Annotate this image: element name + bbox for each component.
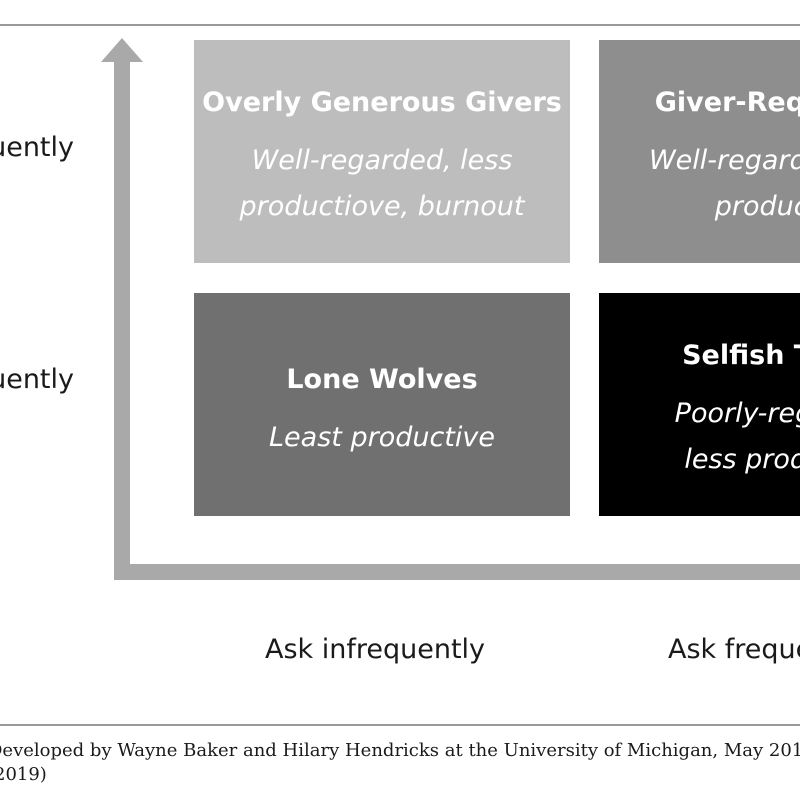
quadrant-description-line: productive	[714, 191, 800, 222]
x-axis-label-ask-frequently: Ask frequently	[668, 634, 800, 665]
quadrant-description-line: Least productive	[269, 422, 495, 453]
quadrant-description-line: Well-regarded, most	[648, 145, 800, 176]
x-axis-line	[114, 564, 800, 580]
x-axis-label-ask-infrequently: Ask infrequently	[265, 634, 486, 665]
quadrant-description-line: Well-regarded, less	[251, 145, 513, 176]
quadrant-title: Giver-Requesters	[654, 87, 800, 118]
quadrant-title: Lone Wolves	[286, 364, 478, 395]
y-axis-line	[114, 56, 130, 580]
quadrant-lone-wolves: Lone Wolves Least productive	[194, 293, 570, 516]
top-rule	[0, 24, 800, 26]
quadrant-title: Selfish Takers	[682, 340, 800, 371]
quadrant-description-line: productiove, burnout	[239, 191, 525, 222]
y-axis-arrowhead-icon	[101, 38, 143, 62]
quadrant-description-line: less productive	[684, 444, 800, 475]
y-axis-label-give-frequently: Give frequently	[0, 132, 74, 163]
copyright-footer-line: Developed by Wayne Baker and Hilary Hend…	[0, 740, 800, 761]
quadrant-selfish-takers: Selfish Takers Poorly-regarded, less pro…	[599, 293, 800, 516]
quadrant-giver-requesters: Giver-Requesters Well-regarded, most pro…	[599, 40, 800, 263]
y-axis-label-give-infrequently: Give infrequently	[0, 364, 74, 395]
bottom-rule	[0, 724, 800, 726]
quadrant-overly-generous-givers: Overly Generous Givers Well-regarded, le…	[194, 40, 570, 263]
quadrant-title: Overly Generous Givers	[202, 87, 562, 118]
copyright-footer-line: 2019)	[0, 764, 47, 785]
quadrant-description-line: Poorly-regarded,	[674, 398, 800, 429]
